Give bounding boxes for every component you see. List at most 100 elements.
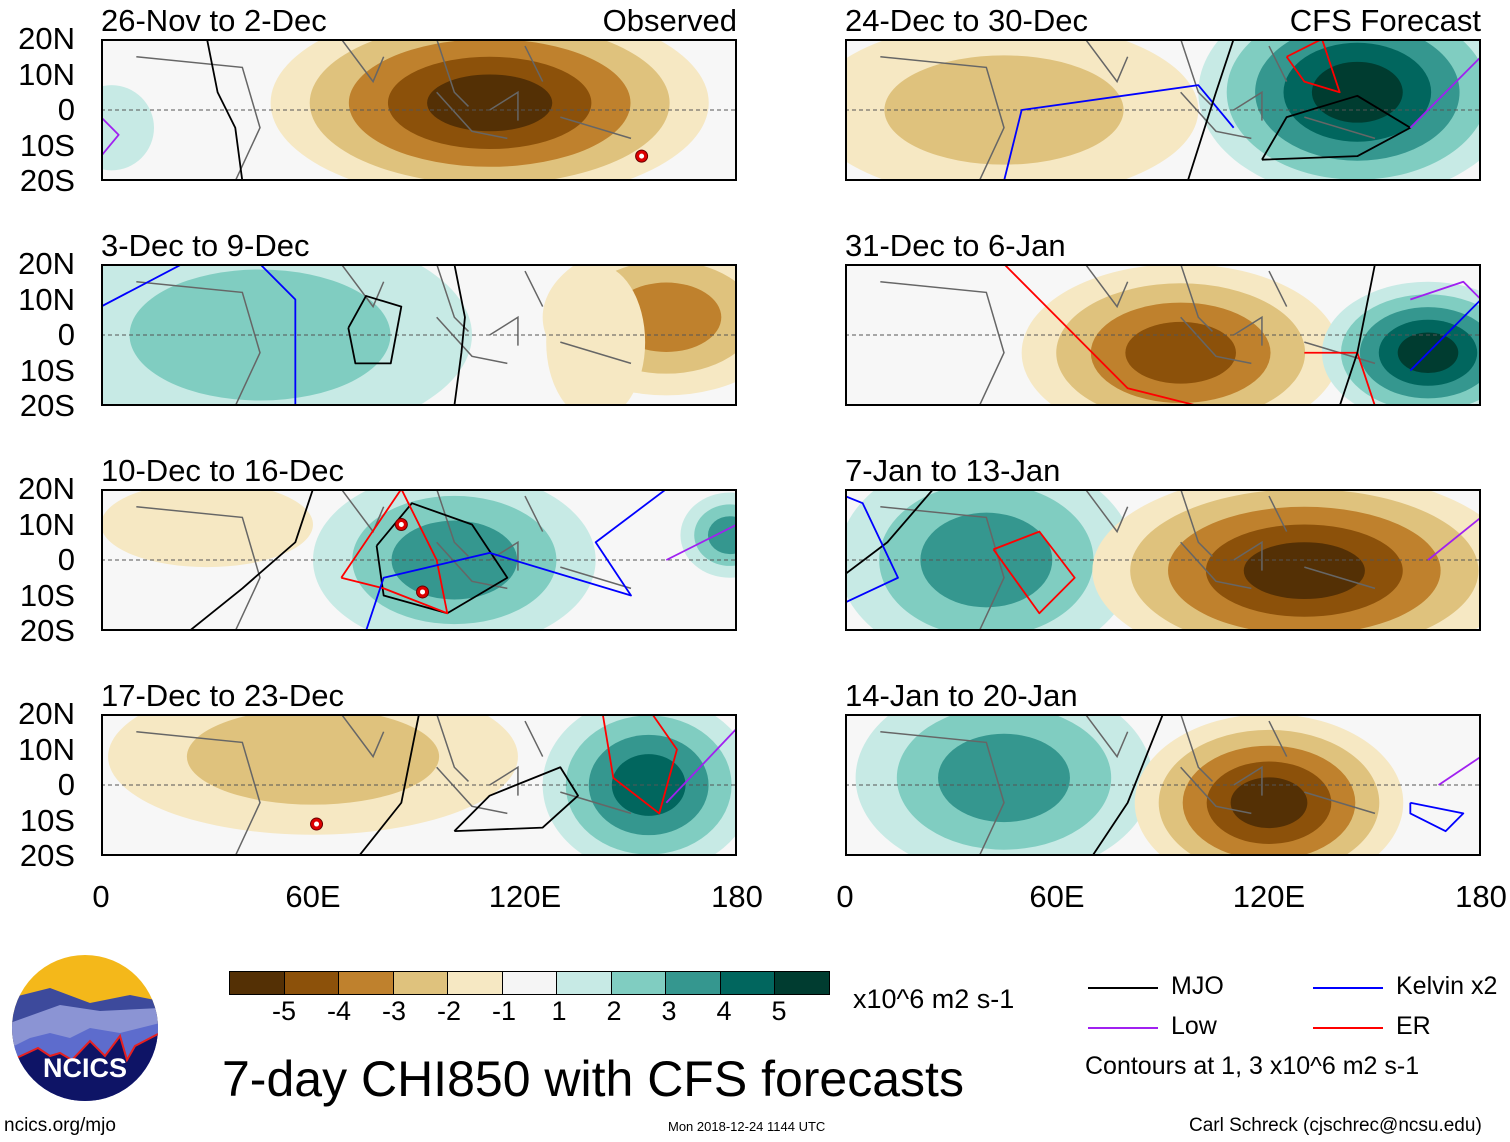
kelvin-contour — [1409, 300, 1479, 372]
colorbar-label: 2 — [606, 996, 622, 1026]
y-tick-label: 20N — [18, 21, 75, 56]
colorbar-swatch — [230, 972, 285, 994]
kelvin-contour — [103, 266, 181, 307]
mjo-contour — [190, 491, 314, 629]
anomaly-shading — [707, 516, 735, 555]
map-panel — [845, 264, 1481, 406]
map-panel — [845, 39, 1481, 181]
anomaly-shading — [1243, 542, 1365, 600]
anomaly-shading — [186, 716, 440, 805]
mjo-contour — [453, 766, 579, 833]
kelvin-contour — [1409, 801, 1465, 833]
tropical-cyclone-icon — [310, 817, 324, 831]
map-canvas — [847, 266, 1479, 404]
timestamp: Mon 2018-12-24 1144 UTC — [668, 1119, 826, 1134]
colorbar-swatch — [666, 972, 721, 994]
colorbar-swatch — [448, 972, 503, 994]
colorbar-label: 3 — [661, 996, 677, 1026]
colorbar-swatch — [775, 972, 829, 994]
map-panel — [845, 714, 1481, 856]
colorbar-swatch — [284, 972, 339, 994]
panel-title: 24-Dec to 30-Dec — [845, 3, 1088, 38]
colorbar-label: -3 — [381, 996, 407, 1026]
panel-title: 14-Jan to 20-Jan — [845, 678, 1078, 713]
map-canvas — [103, 716, 735, 854]
legend-label: Kelvin x2 — [1396, 972, 1498, 1000]
y-tick-label: 20S — [19, 613, 75, 648]
map-canvas — [103, 41, 735, 179]
y-tick-label: 0 — [57, 542, 75, 577]
colorbar-label: 4 — [716, 996, 732, 1026]
y-tick-label: 10S — [19, 352, 75, 388]
er-contour — [340, 491, 449, 615]
y-tick-label: 20S — [19, 838, 75, 873]
panel-tag: Observed — [602, 3, 737, 38]
y-tick-label: 20S — [19, 388, 75, 423]
low-contour — [1409, 57, 1479, 129]
legend-label: Low — [1171, 1012, 1217, 1040]
x-tick-label: 0 — [92, 879, 110, 914]
map-panel — [845, 489, 1481, 631]
legend-line-low — [1088, 1027, 1158, 1029]
legend-label: MJO — [1171, 972, 1224, 1000]
y-tick-label: 0 — [57, 767, 75, 802]
mjo-contour — [453, 266, 466, 404]
figure-title: 7-day CHI850 with CFS forecasts — [222, 1051, 964, 1107]
low-contour — [665, 524, 735, 561]
colorbar-label: 1 — [551, 996, 567, 1026]
colorbar — [229, 971, 830, 995]
y-tick-label: 0 — [57, 317, 75, 352]
x-tick-label: 180 — [1455, 879, 1507, 914]
panel-title: 7-Jan to 13-Jan — [845, 453, 1061, 488]
er-contour — [1285, 41, 1341, 94]
tropical-cyclone-icon — [394, 518, 408, 531]
coastline — [136, 41, 632, 179]
map-canvas — [847, 716, 1479, 854]
anomaly-shading — [103, 85, 154, 171]
panel-tag: CFS Forecast — [1289, 3, 1481, 38]
colorbar-label: -4 — [326, 996, 352, 1026]
low-contour — [103, 117, 120, 156]
x-tick-label: 60E — [1029, 879, 1085, 914]
kelvin-contour — [260, 266, 297, 404]
map-panel — [101, 489, 737, 631]
mjo-contour — [1092, 716, 1164, 854]
mjo-contour — [1339, 266, 1376, 404]
y-tick-label: 10S — [19, 577, 75, 613]
y-tick-label: 10N — [18, 731, 75, 767]
colorbar-label: 5 — [771, 996, 787, 1026]
legend-line-er — [1313, 1027, 1383, 1029]
coastline — [880, 491, 1376, 629]
x-tick-label: 120E — [488, 879, 562, 914]
er-contour — [602, 716, 678, 815]
colorbar-swatch — [720, 972, 775, 994]
legend-line-kelvin — [1313, 987, 1383, 989]
low-contour — [1427, 517, 1479, 561]
y-tick-label: 20N — [18, 696, 75, 731]
map-panel — [101, 714, 737, 856]
y-tick-label: 0 — [57, 92, 75, 127]
colorbar-swatch — [502, 972, 557, 994]
y-tick-label: 10N — [18, 506, 75, 542]
mjo-contour — [1187, 41, 1234, 179]
panel-title: 3-Dec to 9-Dec — [101, 228, 310, 263]
x-tick-label: 0 — [836, 879, 854, 914]
x-tick-label: 180 — [711, 879, 763, 914]
panel-title: 26-Nov to 2-Dec — [101, 3, 327, 38]
colorbar-swatch — [611, 972, 666, 994]
map-canvas — [103, 266, 735, 404]
low-contour — [1410, 280, 1479, 301]
colorbar-swatch — [339, 972, 394, 994]
kelvin-contour — [847, 495, 899, 603]
mjo-contour — [206, 41, 243, 179]
coastline — [136, 266, 632, 404]
y-tick-label: 10N — [18, 281, 75, 317]
colorbar-swatch — [557, 972, 612, 994]
mjo-contour — [1261, 94, 1412, 161]
low-contour — [665, 729, 735, 804]
map-canvas — [103, 491, 735, 629]
logo-text: NCICS — [43, 1053, 127, 1083]
coastline — [136, 716, 632, 854]
anomaly-shading — [1311, 61, 1403, 123]
colorbar-label: -2 — [436, 996, 462, 1026]
